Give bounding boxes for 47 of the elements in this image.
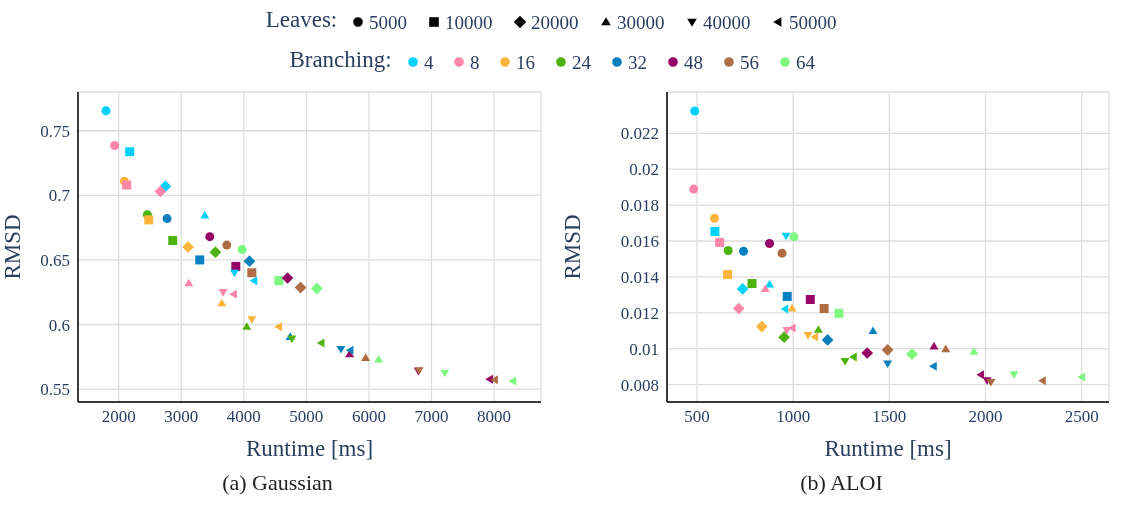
legend-label: 32 — [627, 52, 647, 73]
legend-label: 64 — [795, 52, 816, 73]
y-tick-label: 0.55 — [40, 380, 70, 400]
x-tick-label: 3000 — [164, 407, 199, 427]
legend-label: 24 — [571, 52, 592, 73]
x-tick-label: 7000 — [414, 407, 449, 427]
x-tick-label: 2500 — [1064, 407, 1099, 427]
y-tick-label: 0.01 — [629, 339, 659, 359]
text: Leaves: — [265, 7, 338, 32]
y-axis-title: RMSD — [560, 214, 586, 280]
text: (a) Gaussian — [221, 470, 334, 496]
y-tick-label: 0.75 — [40, 121, 70, 141]
text: 10000 — [445, 12, 493, 33]
y-tick-label: 0.022 — [620, 124, 659, 144]
y-axis-title: RMSD — [0, 214, 26, 280]
y-tick-label: 0.014 — [620, 267, 660, 287]
x-tick-label: 5000 — [289, 407, 324, 427]
legend-label: 4 — [423, 52, 434, 73]
x-tick-label: 4000 — [226, 407, 261, 427]
text: 30000 — [617, 12, 665, 33]
text: Branching: — [289, 47, 392, 72]
y-tick-label: 0.018 — [620, 196, 659, 216]
y-tick-label: 0.65 — [40, 250, 70, 270]
legend-label: 16 — [515, 52, 535, 73]
x-tick-label: 2000 — [968, 407, 1003, 427]
x-axis-title: Runtime [ms] — [824, 436, 952, 461]
legend-label: 56 — [739, 52, 759, 73]
x-tick-label: 2000 — [101, 407, 136, 427]
x-tick-label: 1000 — [776, 407, 811, 427]
x-axis-title: Runtime [ms] — [245, 436, 374, 461]
x-tick-label: 8000 — [477, 407, 512, 427]
y-tick-label: 0.008 — [620, 375, 659, 395]
text: (b) ALOI — [799, 470, 884, 496]
text: 40000 — [703, 12, 751, 33]
x-tick-label: 1500 — [872, 407, 907, 427]
x-tick-label: 500 — [684, 407, 710, 427]
y-tick-label: 0.6 — [48, 315, 70, 335]
y-tick-label: 0.016 — [620, 232, 659, 252]
x-tick-label: 6000 — [351, 407, 386, 427]
text: 50000 — [789, 12, 837, 33]
legend-label: 8 — [469, 52, 480, 73]
text: 20000 — [531, 12, 579, 33]
y-tick-label: 0.012 — [620, 303, 659, 323]
text: 5000 — [369, 12, 408, 33]
y-tick-label: 0.7 — [48, 186, 71, 206]
y-tick-label: 0.02 — [629, 160, 659, 180]
legend-label: 48 — [683, 52, 703, 73]
